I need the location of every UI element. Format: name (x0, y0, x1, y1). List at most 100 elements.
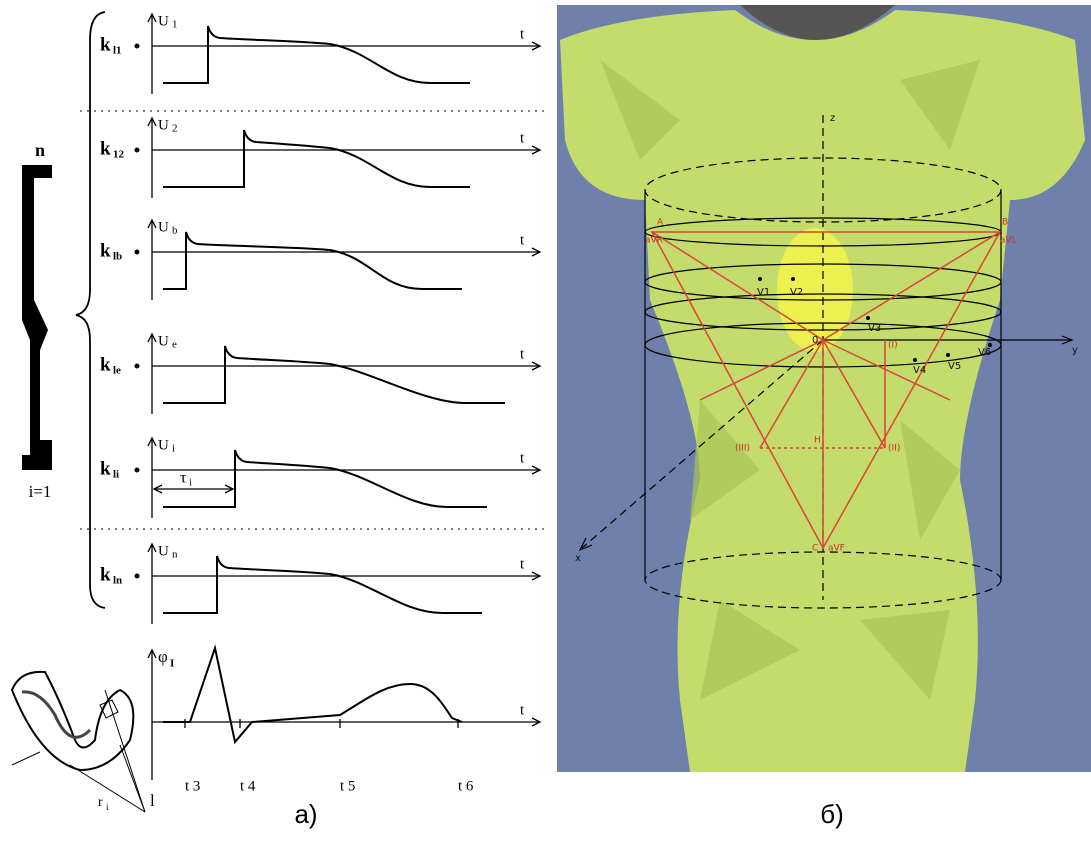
time-tick-label: t 4 (240, 778, 256, 794)
node-dot (134, 249, 140, 255)
point-label: aVR (645, 236, 663, 246)
action-potential (163, 129, 470, 188)
point-label: C (812, 544, 818, 554)
axis-label: U (158, 117, 169, 133)
time-label: t (520, 232, 525, 248)
axis-arrow (531, 361, 542, 371)
time-label: t (520, 450, 525, 466)
axis-label-sub: 1 (172, 19, 178, 31)
heart-r: r (98, 795, 103, 810)
time-tick-label: t 5 (340, 778, 355, 794)
lead-label: V5 (948, 361, 961, 372)
point-label: A (657, 218, 664, 228)
time-label: t (520, 556, 525, 572)
axis-label: U (158, 437, 169, 453)
axis-arrow (147, 648, 157, 659)
axis-label: U (158, 13, 169, 29)
point-label: aVF (828, 544, 845, 554)
torso-shading (600, 60, 980, 700)
time-label: t (520, 130, 525, 146)
lead-label: V3 (868, 323, 881, 334)
axis-y: y (1072, 345, 1078, 356)
lead-label: V4 (913, 365, 926, 376)
axis-label: U (158, 333, 169, 349)
node-label-sub: lb (113, 251, 122, 263)
caption-a: а) (294, 799, 317, 829)
node-label: k (100, 458, 111, 479)
tau-arrowhead (224, 484, 235, 494)
node-label: k (100, 354, 111, 375)
lead-dots (758, 277, 992, 362)
axis-label-sub: e (172, 339, 177, 351)
node-label: k (100, 138, 111, 159)
neck (740, 5, 895, 40)
axis-arrow (147, 436, 157, 447)
axis-label: U (158, 543, 169, 559)
axis-arrow (531, 247, 542, 257)
node-label-sub: l1 (113, 45, 122, 57)
axis-arrow (531, 145, 542, 155)
point-label: (I) (888, 341, 898, 351)
potential-curve (163, 644, 463, 745)
heart-icon (10, 670, 146, 813)
axis-arrow (147, 332, 157, 343)
lead-label: V6 (978, 347, 991, 358)
time-label: t (520, 702, 525, 718)
node-dot (134, 43, 140, 49)
fiber-shape (22, 165, 52, 470)
brace (75, 11, 106, 609)
action-potential (163, 25, 470, 84)
node-label: k (100, 240, 111, 261)
node-label-sub: le (113, 365, 121, 377)
axis-arrow (531, 465, 542, 475)
lead-label: V1 (757, 287, 770, 298)
point-label: aVL (1000, 236, 1017, 246)
caption-b: б) (820, 799, 844, 829)
node-label: k (100, 34, 111, 55)
axis-arrow (147, 12, 157, 23)
tau-label-sub: i (189, 477, 192, 488)
heart-r-sub: i (106, 802, 109, 812)
action-potential (163, 345, 505, 404)
action-potential (163, 449, 487, 508)
axis-label-sub: n (172, 549, 178, 561)
axis-arrow (147, 542, 157, 553)
node-dot (134, 573, 140, 579)
tau-arrowhead (152, 484, 163, 494)
point-label: H (814, 436, 821, 446)
axis-label: U (158, 219, 169, 235)
origin: 0 (812, 335, 818, 346)
node-label: k (100, 564, 111, 585)
action-potential (163, 555, 482, 614)
heart-l: l (150, 791, 155, 810)
time-label: t (520, 346, 525, 362)
heart (777, 228, 853, 352)
axis-arrow (531, 717, 542, 727)
point-label: (III) (735, 444, 750, 454)
node-dot (134, 467, 140, 473)
axis-label-sub: b (172, 225, 178, 237)
time-label: t (520, 26, 525, 42)
axis-x: x (575, 553, 581, 564)
axis-label-sub: 2 (172, 123, 178, 135)
time-tick-label: t 3 (185, 778, 200, 794)
axis-z: z (830, 113, 835, 124)
fiber-bottom: i=1 (29, 482, 52, 501)
fiber-top: n (35, 140, 45, 160)
axis-arrow (147, 218, 157, 229)
node-label-sub: li (113, 469, 119, 481)
axis-label-sub: I (170, 658, 174, 670)
point-label: (II) (888, 444, 900, 454)
axis-label: φ (158, 647, 168, 666)
axis-label-sub: i (172, 443, 175, 455)
node-label-sub: 12 (113, 149, 125, 161)
lead-label: V2 (790, 287, 803, 298)
axis-arrow (531, 571, 542, 581)
lead-lines (650, 231, 1002, 550)
point-label: B (1002, 218, 1008, 228)
node-label-sub: ln (113, 575, 122, 587)
axis-arrow (147, 116, 157, 127)
tau-label: τ (180, 470, 187, 487)
node-dot (134, 147, 140, 153)
